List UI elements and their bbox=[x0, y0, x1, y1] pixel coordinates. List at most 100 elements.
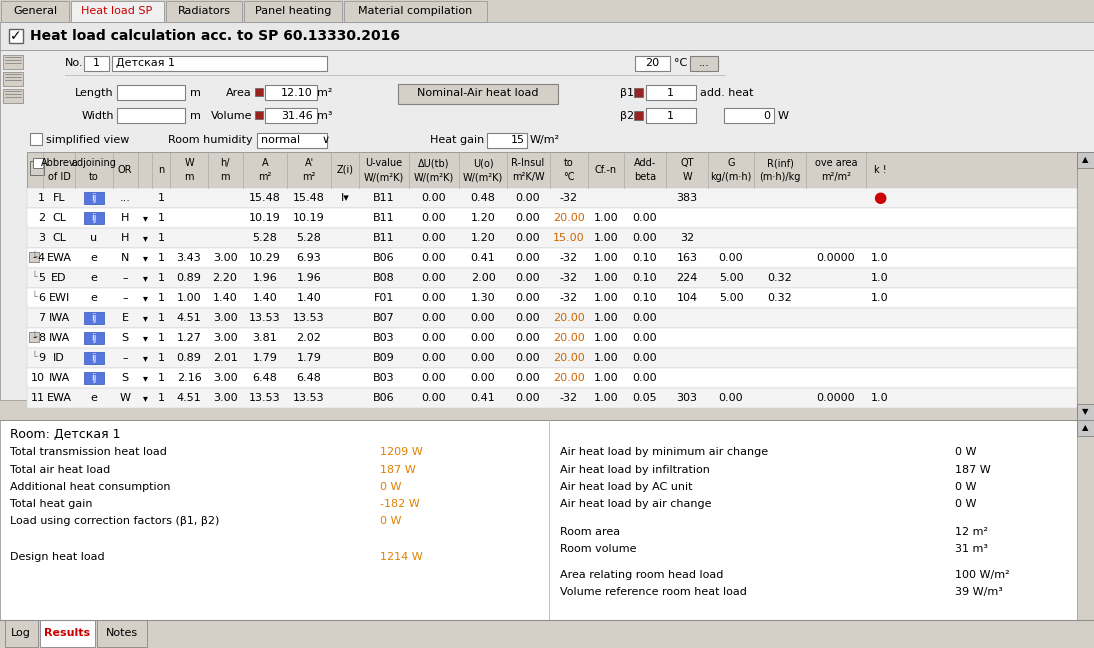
Text: 0.10: 0.10 bbox=[632, 293, 657, 303]
Text: 1.00: 1.00 bbox=[594, 233, 618, 243]
Bar bbox=[27, 328, 1076, 348]
Text: 20.00: 20.00 bbox=[554, 313, 585, 323]
Text: 100 W/m²: 100 W/m² bbox=[955, 570, 1010, 580]
Text: 0.10: 0.10 bbox=[632, 273, 657, 283]
Text: m²: m² bbox=[317, 88, 333, 98]
Text: EWA: EWA bbox=[47, 393, 71, 403]
Text: Load using correction factors (β1, β2): Load using correction factors (β1, β2) bbox=[10, 516, 220, 526]
Text: 32: 32 bbox=[680, 233, 694, 243]
Text: 5.28: 5.28 bbox=[253, 233, 278, 243]
Text: IWA: IWA bbox=[48, 313, 70, 323]
Text: W/(m²K): W/(m²K) bbox=[414, 172, 454, 182]
Bar bbox=[3, 55, 23, 69]
Bar bbox=[40, 620, 95, 647]
Text: –: – bbox=[123, 273, 128, 283]
Text: 3.43: 3.43 bbox=[176, 253, 201, 263]
Text: 0.00: 0.00 bbox=[632, 333, 657, 343]
Bar bbox=[635, 88, 643, 97]
Bar bbox=[9, 29, 23, 43]
Text: B07: B07 bbox=[373, 313, 395, 323]
Text: General: General bbox=[13, 6, 57, 16]
Text: e: e bbox=[91, 393, 97, 403]
Bar bbox=[84, 332, 104, 344]
Text: 4.51: 4.51 bbox=[176, 393, 201, 403]
Text: simplified view: simplified view bbox=[46, 135, 129, 145]
Bar bbox=[27, 368, 1076, 388]
Bar bbox=[84, 312, 104, 324]
Text: add. heat: add. heat bbox=[700, 88, 754, 98]
Text: β1: β1 bbox=[620, 88, 635, 98]
Text: └: └ bbox=[31, 292, 37, 302]
Bar bbox=[1076, 152, 1094, 420]
Text: 5.00: 5.00 bbox=[719, 293, 743, 303]
Text: 0.00: 0.00 bbox=[421, 313, 446, 323]
Text: A': A' bbox=[304, 158, 314, 168]
Text: W/m²: W/m² bbox=[529, 135, 560, 145]
Text: 3.81: 3.81 bbox=[253, 333, 278, 343]
Text: Panel heating: Panel heating bbox=[255, 6, 331, 16]
Text: B06: B06 bbox=[373, 393, 395, 403]
Text: 1: 1 bbox=[158, 233, 164, 243]
Bar bbox=[255, 111, 263, 119]
Text: Room humidity: Room humidity bbox=[168, 135, 253, 145]
Text: 3.00: 3.00 bbox=[212, 333, 237, 343]
Text: F01: F01 bbox=[374, 293, 394, 303]
Text: 1.79: 1.79 bbox=[296, 353, 322, 363]
Text: S: S bbox=[121, 373, 129, 383]
Text: 0.00: 0.00 bbox=[470, 313, 496, 323]
Text: 1209 W: 1209 W bbox=[380, 447, 422, 457]
Text: e: e bbox=[91, 293, 97, 303]
Text: ij: ij bbox=[91, 353, 96, 363]
Text: Air heat load by air change: Air heat load by air change bbox=[560, 499, 711, 509]
Text: m³: m³ bbox=[317, 111, 333, 121]
Text: 31 m³: 31 m³ bbox=[955, 544, 988, 554]
Text: m²/m²: m²/m² bbox=[820, 172, 851, 182]
Text: 8: 8 bbox=[38, 333, 45, 343]
Bar bbox=[645, 85, 696, 100]
Text: °C: °C bbox=[563, 172, 574, 182]
Text: 15: 15 bbox=[511, 135, 525, 145]
Bar bbox=[1076, 420, 1094, 436]
Text: B11: B11 bbox=[373, 233, 395, 243]
Text: 1.20: 1.20 bbox=[470, 213, 496, 223]
Text: B03: B03 bbox=[373, 333, 395, 343]
Text: CL: CL bbox=[53, 233, 66, 243]
Bar bbox=[30, 252, 39, 262]
Text: Heat load SP: Heat load SP bbox=[81, 6, 153, 16]
Text: 3.00: 3.00 bbox=[212, 393, 237, 403]
Bar bbox=[265, 108, 317, 123]
Text: ΔU(tb): ΔU(tb) bbox=[418, 158, 450, 168]
Text: B06: B06 bbox=[373, 253, 395, 263]
Text: ▾: ▾ bbox=[142, 213, 148, 223]
Text: 0: 0 bbox=[763, 111, 770, 121]
Bar bbox=[1, 1, 69, 22]
Text: CL: CL bbox=[53, 213, 66, 223]
Bar bbox=[117, 85, 185, 100]
Text: 15.00: 15.00 bbox=[554, 233, 585, 243]
Text: 1: 1 bbox=[158, 273, 164, 283]
Text: 0.00: 0.00 bbox=[632, 373, 657, 383]
Text: -: - bbox=[32, 332, 36, 342]
Text: B03: B03 bbox=[373, 373, 395, 383]
Text: 1.96: 1.96 bbox=[253, 273, 278, 283]
Text: 1: 1 bbox=[158, 333, 164, 343]
Text: ▾: ▾ bbox=[142, 253, 148, 263]
Bar bbox=[1076, 152, 1094, 168]
Text: 0.00: 0.00 bbox=[421, 253, 446, 263]
Text: to: to bbox=[89, 172, 98, 182]
Text: Room area: Room area bbox=[560, 527, 620, 537]
Text: W/(m²K): W/(m²K) bbox=[364, 172, 404, 182]
Text: G: G bbox=[728, 158, 735, 168]
Text: -32: -32 bbox=[560, 193, 578, 203]
Text: 0.00: 0.00 bbox=[515, 273, 540, 283]
Text: 20: 20 bbox=[645, 58, 659, 68]
Text: Room volume: Room volume bbox=[560, 544, 637, 554]
Text: 0.00: 0.00 bbox=[470, 333, 496, 343]
Text: Total transmission heat load: Total transmission heat load bbox=[10, 447, 167, 457]
Text: 39 W/m³: 39 W/m³ bbox=[955, 587, 1003, 597]
Bar bbox=[645, 108, 696, 123]
Text: Total heat gain: Total heat gain bbox=[10, 499, 93, 509]
Text: (m·h)/kg: (m·h)/kg bbox=[759, 172, 801, 182]
Bar bbox=[97, 620, 147, 647]
Text: 1.30: 1.30 bbox=[470, 293, 496, 303]
